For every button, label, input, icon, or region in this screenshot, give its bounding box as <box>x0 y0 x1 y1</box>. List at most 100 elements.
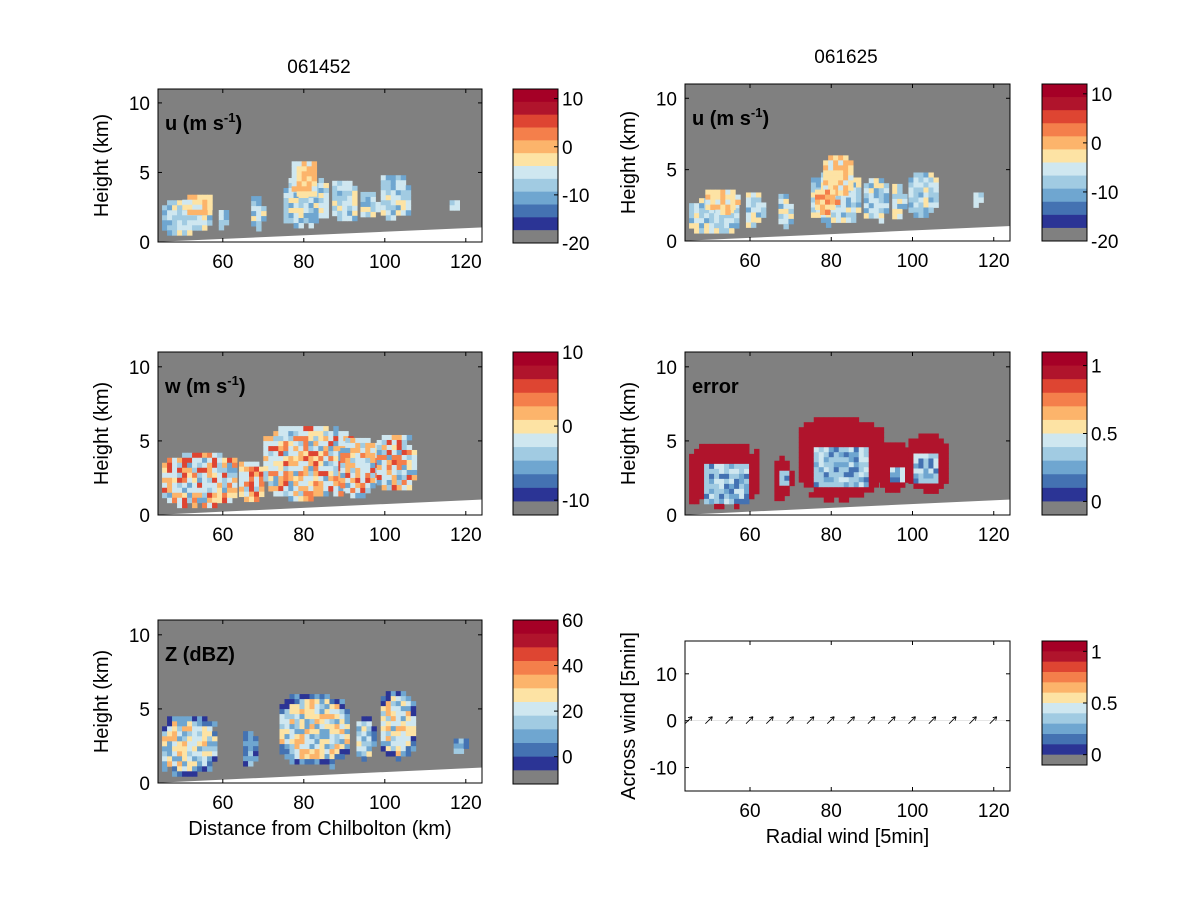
echo-pixel <box>361 736 367 742</box>
echo-pixel <box>217 482 223 489</box>
echo-pixel <box>900 467 906 473</box>
echo-pixel <box>202 726 208 732</box>
echo-pixel <box>347 180 353 187</box>
colorbar-band <box>513 419 558 434</box>
echo-pixel <box>314 739 320 745</box>
echo-pixel <box>933 488 939 494</box>
echo-pixel <box>835 207 842 213</box>
echo-pixel <box>288 198 294 204</box>
echo-pixel <box>334 729 340 735</box>
echo-pixel <box>928 483 934 489</box>
echo-pixel <box>825 189 831 196</box>
colorbar-tick-label: 10 <box>1091 85 1112 106</box>
echo-pixel <box>820 199 826 206</box>
echo-pixel <box>371 736 377 742</box>
echo-pixel <box>744 448 750 455</box>
echo-pixel <box>293 431 299 437</box>
echo-pixel <box>828 477 835 483</box>
echo-pixel <box>301 186 308 192</box>
echo-pixel <box>828 487 835 493</box>
echo-pixel <box>858 437 865 443</box>
echo-pixel <box>835 202 842 208</box>
echo-pixel <box>227 462 233 469</box>
echo-pixel <box>197 477 203 484</box>
echo-pixel <box>908 177 914 183</box>
echo-pixel <box>724 473 730 480</box>
echo-pixel <box>299 724 305 730</box>
echo-pixel <box>833 447 840 453</box>
echo-pixel <box>843 170 849 176</box>
echo-pixel <box>858 487 865 493</box>
echo-pixel <box>187 482 193 489</box>
echo-pixel <box>334 699 340 705</box>
echo-pixel <box>172 497 178 504</box>
colorbar-band <box>513 487 558 502</box>
echo-pixel <box>288 188 294 194</box>
echo-pixel <box>288 491 294 497</box>
echo-pixel <box>855 207 862 213</box>
echo-pixel <box>784 460 790 467</box>
echo-pixel <box>182 771 188 777</box>
echo-pixel <box>705 194 711 201</box>
echo-pixel <box>878 198 885 204</box>
echo-pixel <box>332 210 338 217</box>
echo-pixel <box>843 497 850 503</box>
echo-pixel <box>395 726 402 732</box>
echo-pixel <box>308 223 314 229</box>
echo-pixel <box>704 458 710 465</box>
colorbar: 100-10-20 <box>1041 83 1118 253</box>
echo-pixel <box>863 472 870 478</box>
echo-pixel <box>928 197 934 203</box>
echo-pixel <box>789 480 795 487</box>
wind-arrow <box>705 716 713 724</box>
echo-pixel <box>284 734 290 740</box>
echo-pixel <box>342 215 348 222</box>
echo-pixel <box>858 442 865 448</box>
echo-pixel <box>319 724 325 730</box>
echo-pixel <box>390 716 397 722</box>
echo-pixel <box>318 193 324 199</box>
echo-pixel <box>207 220 213 226</box>
echo-pixel <box>212 472 218 479</box>
echo-pixel <box>838 160 844 166</box>
echo-pixel <box>850 182 857 188</box>
echo-pixel <box>328 466 334 472</box>
echo-pixel <box>724 488 730 495</box>
echo-pixel <box>182 210 188 216</box>
echo-pixel <box>923 473 929 479</box>
x-tick-label: 100 <box>369 793 401 814</box>
echo-pixel <box>323 431 329 437</box>
echo-pixel <box>838 487 845 493</box>
echo-pixel <box>334 714 340 720</box>
echo-pixel <box>328 456 334 462</box>
echo-pixel <box>279 734 285 740</box>
echo-pixel <box>278 476 284 482</box>
echo-pixel <box>890 457 896 463</box>
echo-pixel <box>167 761 173 767</box>
echo-pixel <box>905 462 911 468</box>
echo-pixel <box>337 185 343 192</box>
echo-pixel <box>288 446 294 452</box>
echo-pixel <box>798 437 805 443</box>
echo-pixel <box>739 458 745 465</box>
echo-pixel <box>724 213 730 219</box>
echo-pixel <box>885 462 891 468</box>
colorbar-band <box>1042 474 1087 489</box>
echo-pixel <box>923 478 929 484</box>
echo-pixel <box>863 203 870 209</box>
echo-pixel <box>913 207 919 213</box>
echo-pixel <box>370 201 376 208</box>
colorbar-band <box>1042 214 1087 229</box>
echo-pixel <box>323 466 329 472</box>
echo-pixel <box>332 185 338 192</box>
echo-cell-1 <box>243 731 259 767</box>
echo-pixel <box>390 736 397 742</box>
echo-pixel <box>360 462 366 469</box>
echo-pixel <box>333 451 339 457</box>
echo-pixel <box>724 498 730 505</box>
echo-pixel <box>323 183 329 189</box>
echo-cell-3 <box>778 193 794 230</box>
echo-pixel <box>386 464 393 471</box>
echo-pixel <box>749 468 755 475</box>
echo-pixel <box>828 472 835 478</box>
